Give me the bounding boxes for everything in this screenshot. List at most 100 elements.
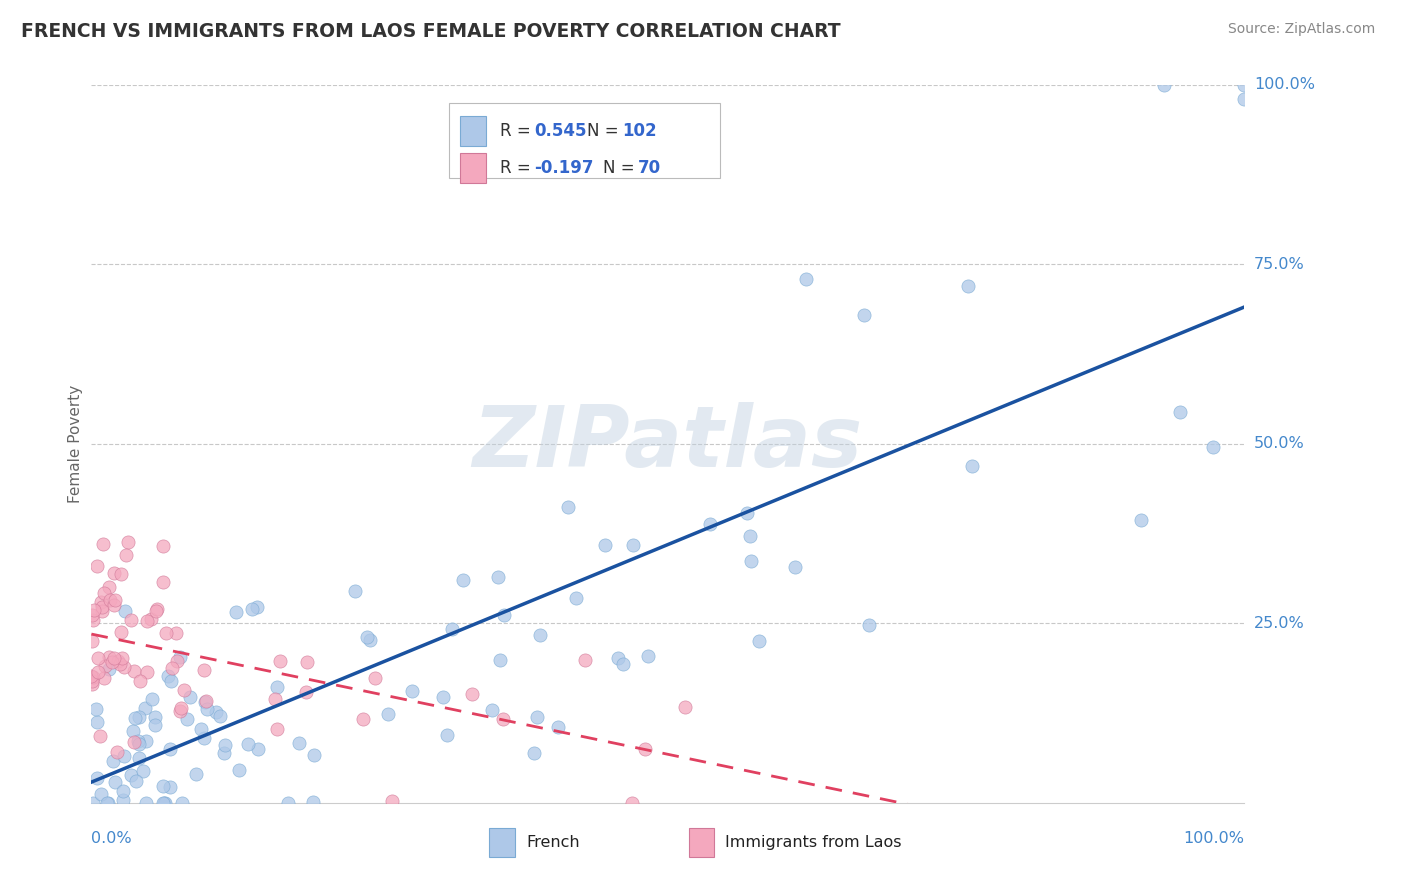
Point [165, 626, 187, 640]
Point [97, 581, 120, 595]
Point [381, 794, 404, 808]
Point [128, 751, 150, 765]
Point [612, 657, 634, 671]
Point [377, 707, 399, 722]
Point [352, 712, 374, 726]
Point [607, 650, 630, 665]
Point [159, 674, 181, 689]
Point [735, 506, 758, 520]
Point [128, 674, 150, 689]
Point [146, 602, 169, 616]
Point [277, 796, 299, 810]
Point [637, 649, 659, 664]
Point [194, 694, 217, 708]
Text: 75.0%: 75.0% [1254, 257, 1305, 272]
Point [117, 535, 139, 549]
Point [120, 614, 142, 628]
Point [145, 604, 167, 618]
Point [87, 650, 110, 665]
Point [86, 714, 108, 729]
Point [295, 685, 318, 699]
Point [108, 657, 131, 671]
Point [432, 690, 454, 705]
Point [266, 681, 288, 695]
Text: 0.0%: 0.0% [91, 830, 132, 846]
Text: R =: R = [499, 121, 536, 140]
Point [153, 796, 176, 810]
Point [139, 612, 162, 626]
Point [136, 665, 159, 679]
Point [785, 559, 807, 574]
Point [136, 614, 159, 628]
Point [112, 749, 135, 764]
Point [82, 633, 104, 648]
Point [170, 796, 193, 810]
Point [90, 787, 112, 801]
Point [97, 650, 120, 665]
Point [302, 748, 325, 763]
Point [159, 742, 181, 756]
Point [1202, 440, 1225, 454]
Point [86, 665, 108, 679]
FancyBboxPatch shape [689, 828, 714, 856]
Point [82, 613, 104, 627]
Point [103, 651, 125, 665]
Point [170, 701, 193, 715]
Point [288, 736, 311, 750]
Point [526, 710, 548, 724]
FancyBboxPatch shape [449, 103, 720, 178]
Point [208, 708, 231, 723]
Point [101, 656, 124, 670]
Point [122, 723, 145, 738]
Point [124, 664, 146, 678]
Point [194, 695, 217, 709]
Point [86, 771, 108, 785]
Point [145, 717, 167, 731]
Point [135, 796, 157, 810]
Point [240, 602, 263, 616]
Point [673, 700, 696, 714]
Point [122, 735, 145, 749]
Point [128, 738, 150, 752]
Point [91, 600, 114, 615]
Text: ZIPatlas: ZIPatlas [472, 402, 863, 485]
Point [1153, 78, 1175, 92]
Point [160, 660, 183, 674]
Point [344, 583, 367, 598]
Text: 50.0%: 50.0% [1254, 436, 1305, 451]
Point [110, 624, 132, 639]
Point [634, 741, 657, 756]
Point [153, 796, 176, 810]
Point [269, 654, 291, 668]
Point [135, 733, 157, 747]
Point [169, 704, 191, 718]
Point [492, 712, 515, 726]
Point [112, 660, 135, 674]
Text: 25.0%: 25.0% [1254, 615, 1305, 631]
Text: 100.0%: 100.0% [1184, 830, 1244, 846]
Point [436, 728, 458, 742]
Point [699, 517, 721, 532]
Point [82, 677, 104, 691]
Point [94, 659, 117, 673]
Point [91, 537, 114, 551]
Point [89, 729, 111, 743]
Point [86, 558, 108, 573]
Point [204, 705, 226, 719]
Point [547, 720, 569, 734]
Text: 100.0%: 100.0% [1254, 78, 1315, 92]
Point [620, 796, 643, 810]
Point [128, 710, 150, 724]
Y-axis label: Female Poverty: Female Poverty [67, 384, 83, 503]
Text: N =: N = [588, 121, 624, 140]
Point [156, 669, 179, 683]
Point [152, 779, 174, 793]
Point [103, 598, 125, 612]
Point [214, 746, 236, 760]
Text: 0.545: 0.545 [534, 121, 586, 140]
Point [481, 702, 503, 716]
Point [246, 600, 269, 615]
Point [90, 604, 112, 618]
Point [190, 722, 212, 736]
Point [80, 607, 103, 622]
